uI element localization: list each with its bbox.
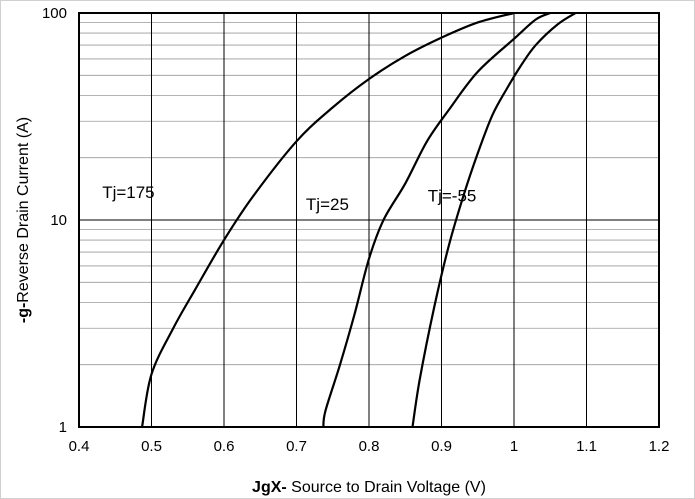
x-tick-label: 1.2	[649, 438, 670, 455]
x-tick-labels: 0.4 0.5 0.6 0.7 0.8 0.9 1 1.1 1.2	[69, 438, 670, 455]
x-tick-label: 0.6	[214, 438, 235, 455]
x-axis-title-text: Source to Drain Voltage (V)	[287, 479, 486, 496]
x-axis-title: JgX- Source to Drain Voltage (V)	[252, 479, 486, 496]
y-tick-label: 10	[50, 212, 67, 229]
x-axis-title-prefix: JgX-	[252, 479, 287, 496]
series-label: Tj=25	[306, 195, 349, 214]
y-tick-label: 100	[42, 5, 67, 22]
plot-area-frame	[78, 12, 660, 428]
y-axis-title-prefix: -g-	[15, 303, 32, 323]
x-tick-label: 1.1	[576, 438, 597, 455]
series-line	[322, 11, 551, 428]
x-tick-label: 0.7	[286, 438, 307, 455]
y-tick-label: 1	[59, 419, 67, 436]
y-axis-title-text: Reverse Drain Current (A)	[15, 117, 32, 303]
x-tick-label: 0.9	[431, 438, 452, 455]
x-tick-label: 0.4	[69, 438, 90, 455]
series-label: Tj=-55	[428, 186, 477, 205]
x-tick-label: 0.5	[141, 438, 162, 455]
y-tick-labels: 1 10 100	[42, 5, 67, 436]
y-axis-title: -g-Reverse Drain Current (A)	[15, 117, 32, 323]
series-line	[411, 12, 577, 428]
series-label: Tj=175	[102, 183, 154, 202]
x-tick-label: 1	[510, 438, 518, 455]
x-tick-label: 0.8	[359, 438, 380, 455]
series-lines	[140, 11, 577, 428]
series-line	[140, 11, 515, 428]
series-labels: Tj=175 Tj=25 Tj=-55	[102, 183, 476, 214]
